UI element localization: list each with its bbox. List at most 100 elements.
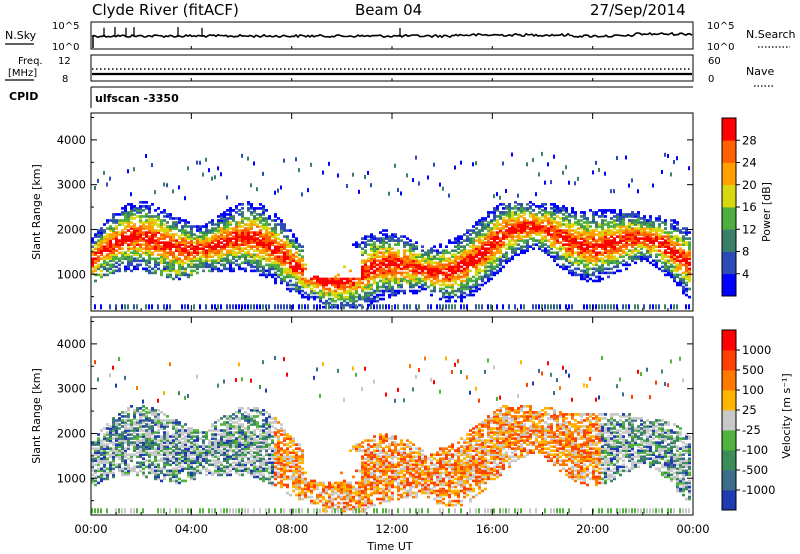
heatmap-cell [619, 213, 622, 216]
heatmap-cell [556, 215, 559, 218]
heatmap-cell [247, 209, 250, 212]
heatmap-cell [379, 231, 382, 234]
heatmap-cell [139, 407, 142, 410]
heatmap-cell [184, 231, 187, 234]
heatmap-cell [682, 271, 685, 275]
heatmap-speckle [226, 195, 228, 200]
heatmap-cell [163, 461, 166, 465]
heatmap-cell [601, 227, 604, 230]
heatmap-cell [166, 213, 169, 216]
heatmap-cell [94, 253, 97, 257]
heatmap-cell [109, 225, 112, 228]
heatmap-cell [247, 219, 250, 222]
heatmap-cell [526, 207, 529, 210]
heatmap-cell [565, 223, 568, 226]
heatmap-cell [106, 437, 109, 440]
heatmap-cell [595, 221, 598, 224]
heatmap-cell [604, 241, 607, 244]
heatmap-cell [622, 251, 625, 255]
heatmap-cell [382, 239, 385, 242]
heatmap-cell [466, 271, 469, 275]
heatmap-cell [97, 243, 100, 246]
heatmap-cell [400, 259, 403, 263]
heatmap-noise [388, 304, 390, 310]
heatmap-cell [406, 243, 409, 246]
heatmap-cell [568, 221, 571, 224]
heatmap-cell [412, 275, 415, 279]
heatmap-cell [661, 237, 664, 240]
heatmap-cell [265, 241, 268, 244]
heatmap-cell [637, 237, 640, 240]
heatmap-cell [601, 233, 604, 236]
heatmap-cell [688, 255, 691, 259]
heatmap-cell [265, 259, 268, 263]
heatmap-cell [127, 427, 130, 430]
heatmap-cell [181, 219, 184, 222]
heatmap-cell [481, 257, 484, 261]
heatmap-cell [100, 275, 103, 279]
heatmap-cell [466, 261, 469, 265]
heatmap-cell [304, 283, 307, 287]
heatmap-cell [100, 269, 103, 273]
heatmap-cell [520, 237, 523, 240]
heatmap-cell [139, 209, 142, 212]
heatmap-cell [493, 207, 496, 210]
heatmap-cell [544, 203, 547, 206]
heatmap-cell [430, 257, 433, 261]
heatmap-cell [184, 225, 187, 228]
heatmap-cell [247, 253, 250, 257]
heatmap-cell [370, 287, 373, 291]
heatmap-noise [229, 304, 231, 310]
heatmap-cell [460, 245, 463, 248]
heatmap-cell [184, 243, 187, 246]
heatmap-noise [607, 304, 609, 310]
heatmap-cell [187, 241, 190, 244]
heatmap-cell [259, 203, 262, 206]
heatmap-cell [439, 283, 442, 287]
heatmap-cell [649, 255, 652, 259]
heatmap-cell [550, 235, 553, 238]
heatmap-cell [628, 257, 631, 261]
heatmap-cell [316, 275, 319, 279]
heatmap-cell [124, 251, 127, 255]
heatmap-cell [625, 235, 628, 238]
heatmap-cell [217, 219, 220, 222]
heatmap-cell [208, 259, 211, 263]
heatmap-cell [655, 231, 658, 234]
heatmap-cell [94, 247, 97, 251]
heatmap-cell [364, 251, 367, 255]
heatmap-speckle [250, 183, 252, 188]
heatmap-cell [586, 267, 589, 271]
heatmap-cell [373, 237, 376, 240]
heatmap-cell [283, 269, 286, 273]
heatmap-cell [550, 237, 553, 240]
heatmap-cell [121, 255, 124, 259]
heatmap-cell [469, 287, 472, 291]
heatmap-cell [676, 227, 679, 230]
heatmap-cell [136, 235, 139, 238]
heatmap-cell [589, 261, 592, 265]
heatmap-cell [616, 243, 619, 246]
heatmap-cell [109, 437, 112, 440]
heatmap-cell [124, 267, 127, 271]
heatmap-cell [124, 217, 127, 220]
heatmap-cell [124, 213, 127, 216]
heatmap-cell [160, 457, 163, 461]
heatmap-cell [223, 221, 226, 224]
heatmap-speckle [493, 194, 495, 199]
heatmap-cell [532, 247, 535, 251]
heatmap-cell [277, 259, 280, 263]
heatmap-cell [241, 243, 244, 246]
heatmap-cell [148, 217, 151, 220]
heatmap-cell [607, 225, 610, 228]
heatmap-cell [586, 225, 589, 228]
heatmap-cell [118, 247, 121, 251]
heatmap-cell [286, 243, 289, 246]
heatmap-cell [520, 247, 523, 251]
heatmap-cell [154, 223, 157, 226]
heatmap-cell [592, 229, 595, 232]
heatmap-cell [604, 239, 607, 242]
heatmap-cell [604, 247, 607, 251]
heatmap-cell [253, 239, 256, 242]
heatmap-cell [106, 431, 109, 434]
